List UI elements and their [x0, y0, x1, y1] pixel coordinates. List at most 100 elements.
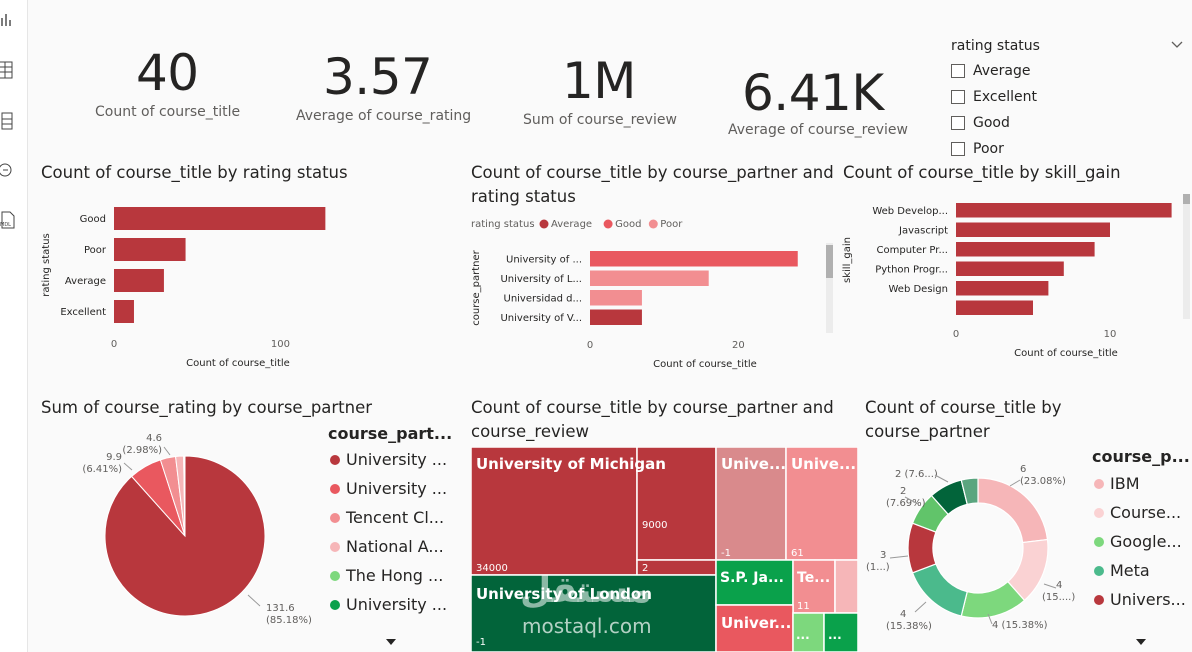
report-view-icon[interactable] [0, 10, 16, 30]
left-nav-bar: MDL [0, 0, 28, 652]
donut-slice [911, 563, 968, 617]
legend-item[interactable]: University ... [330, 450, 447, 469]
data-label-value: 4 [900, 609, 906, 620]
legend-marker [603, 219, 613, 229]
bar [590, 290, 642, 306]
tile-value: -1 [721, 548, 731, 559]
data-label-pct: (23.08%) [1020, 476, 1066, 487]
data-label-pct: (85.18%) [266, 615, 312, 626]
data-label-pct: (2.98%) [122, 445, 162, 456]
watermark-latin: mostaql.com [522, 614, 652, 638]
legend-item[interactable]: Tencent Cl... [330, 508, 444, 527]
legend-marker [330, 454, 340, 465]
x-tick-label: 100 [271, 339, 290, 350]
leader-line [163, 446, 171, 456]
data-label-pct: (1...) [866, 562, 890, 573]
tile-label: ... [796, 628, 810, 642]
legend-item[interactable]: University ... [330, 595, 447, 614]
bar [956, 300, 1033, 315]
legend-item[interactable]: The Hong ... [330, 566, 443, 585]
tmdl-view-icon[interactable]: MDL [0, 210, 16, 230]
category-label: Web Develop... [872, 206, 948, 217]
tile-value: 61 [791, 548, 804, 559]
category-label: University of L... [500, 274, 582, 285]
bar [956, 281, 1049, 296]
model-view-icon[interactable] [0, 111, 16, 131]
legend-item[interactable]: National A... [330, 537, 444, 556]
leader-line [1043, 583, 1057, 589]
kpi-label: Average of course_review [728, 122, 908, 138]
y-axis-title: rating status [41, 233, 52, 297]
legend-title: course_p... [1092, 447, 1190, 466]
tile-label: Te... [797, 570, 830, 586]
data-label: 4 (15.38%) [992, 620, 1048, 631]
legend-label: IBM [1110, 474, 1140, 493]
bar [114, 300, 134, 323]
legend-item[interactable]: Course... [1094, 503, 1181, 522]
legend-marker [1094, 565, 1104, 576]
slicer-option-poor[interactable]: Poor [951, 141, 1004, 157]
slicer-option-good[interactable]: Good [951, 115, 1010, 131]
bar [590, 251, 798, 267]
chevron-down-icon[interactable] [1171, 40, 1183, 50]
checkbox[interactable] [951, 64, 965, 78]
legend-item[interactable]: Univers... [1094, 590, 1186, 609]
legend-label: National A... [346, 537, 444, 556]
tile-label: Unive... [791, 455, 856, 473]
slicer-option-average[interactable]: Average [951, 63, 1031, 79]
legend-scroll-down-icon[interactable] [386, 638, 396, 646]
bar [956, 222, 1110, 237]
chart-treemap: University of Michigan 34000 9000 2 Universi… [471, 447, 858, 652]
checkbox[interactable] [951, 142, 965, 156]
legend-label: University ... [346, 479, 448, 498]
bar [114, 207, 326, 230]
legend-label: Poor [660, 219, 683, 230]
kpi-value: 3.57 [323, 48, 433, 106]
category-label: Good [80, 214, 106, 225]
data-label-value: 2 [900, 486, 906, 497]
tile-value: -1 [476, 637, 486, 648]
data-label-value: 6 [1020, 464, 1026, 475]
treemap-tile [823, 612, 858, 652]
watermark-arabic: مستقل [520, 570, 652, 611]
category-label: Average [65, 276, 106, 287]
leader-line [904, 496, 919, 505]
bar [956, 203, 1172, 218]
data-label-value: 131.6 [266, 603, 295, 614]
category-label: University of V... [500, 313, 582, 324]
legend-title: course_part... [328, 424, 453, 443]
svg-text:MDL: MDL [0, 222, 11, 228]
data-label-pct: (6.41%) [82, 464, 122, 475]
treemap-tile [792, 559, 836, 614]
data-label-value: 2 (7.6...) [895, 469, 938, 480]
y-axis-title: skill_gain [842, 237, 853, 283]
legend-item[interactable]: Meta [1094, 561, 1150, 580]
kpi-value: 1M [562, 52, 636, 110]
legend-item[interactable]: University ... [330, 479, 447, 498]
checkbox[interactable] [951, 116, 965, 130]
slicer-option-excellent[interactable]: Excellent [951, 89, 1037, 105]
dax-query-icon[interactable] [0, 160, 16, 180]
tile-value: 34000 [476, 563, 508, 574]
legend-marker [648, 219, 658, 229]
legend-scroll-down-icon[interactable] [1136, 638, 1146, 646]
legend-label: The Hong ... [346, 566, 444, 585]
table-view-icon[interactable] [0, 60, 16, 80]
legend-marker [330, 570, 340, 581]
legend-marker [330, 483, 340, 494]
legend-item[interactable]: IBM [1094, 474, 1140, 493]
kpi-value: 40 [136, 44, 199, 102]
legend-item[interactable]: Google... [1094, 532, 1182, 551]
x-tick-label: 0 [111, 339, 117, 350]
y-axis-title: course_partner [471, 249, 482, 325]
bar [590, 270, 709, 286]
leader-line [1009, 479, 1021, 487]
category-label: Javascript [898, 225, 948, 236]
legend-label: University ... [346, 595, 448, 614]
leader-line [987, 613, 993, 625]
tile-value: 2 [642, 563, 648, 574]
checkbox[interactable] [951, 90, 965, 104]
legend-label: University ... [346, 450, 448, 469]
legend-label: Average [551, 219, 592, 230]
legend-marker [330, 599, 340, 610]
